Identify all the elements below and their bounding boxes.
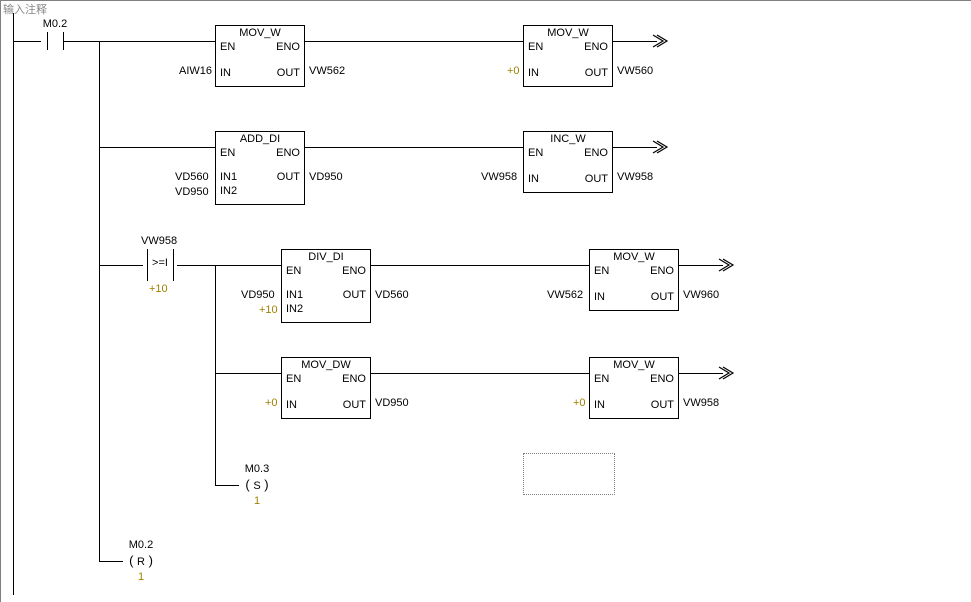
block-mov-w-3: MOV_W ENENO INOUT xyxy=(589,249,679,311)
block-mov-w-2: MOV_W ENENO INOUT xyxy=(523,25,613,87)
coil-set: ( S ) M0.3 1 xyxy=(239,477,275,495)
wire xyxy=(99,147,215,148)
wire xyxy=(371,373,589,374)
block-mov-w-1: MOV_W ENENO INOUT xyxy=(215,25,305,87)
block-div-di: DIV_DI ENENO IN1OUT IN2 xyxy=(281,249,371,323)
coil-reset: ( R ) M0.2 1 xyxy=(123,553,159,571)
wire xyxy=(215,485,239,486)
port-in: VW562 xyxy=(547,289,583,301)
wire-vertical-branch xyxy=(215,265,216,485)
port-out: VW958 xyxy=(683,397,719,409)
cmp-label-top: VW958 xyxy=(141,235,177,247)
port-out: VD560 xyxy=(375,289,409,301)
wire xyxy=(305,147,523,148)
terminator-icon xyxy=(717,365,735,381)
contact-label: M0.2 xyxy=(35,18,75,30)
left-power-rail xyxy=(13,13,14,595)
wire xyxy=(215,373,281,374)
port-out: VD950 xyxy=(375,397,409,409)
port-in: +0 xyxy=(573,397,586,409)
terminator-icon xyxy=(651,33,669,49)
port-out: VW958 xyxy=(617,171,653,183)
block-mov-w-4: MOV_W ENENO INOUT xyxy=(589,357,679,419)
block-add-di: ADD_DI ENENO IN1OUT IN2 xyxy=(215,131,305,205)
port-out: VW960 xyxy=(683,289,719,301)
wire xyxy=(63,41,215,42)
wire xyxy=(305,41,523,42)
port-in: +0 xyxy=(265,397,278,409)
block-mov-dw: MOV_DW ENENO INOUT xyxy=(281,357,371,419)
terminator-icon xyxy=(717,257,735,273)
port-in: VW958 xyxy=(481,171,517,183)
port-in: +0 xyxy=(507,65,520,77)
port-out: VW560 xyxy=(617,65,653,77)
wire-vertical-main xyxy=(99,41,100,561)
wire xyxy=(13,41,41,42)
port-in1: VD950 xyxy=(241,289,275,301)
wire xyxy=(99,561,123,562)
port-out: VD950 xyxy=(309,171,343,183)
compare-block: >=I xyxy=(143,249,177,281)
terminator-icon xyxy=(651,139,669,155)
port-in2: +10 xyxy=(259,304,278,316)
wire xyxy=(99,265,143,266)
port-in1: VD560 xyxy=(175,171,209,183)
port-in: AIW16 xyxy=(179,65,212,77)
ladder-canvas: 输入注释 M0.2 MOV_W ENENO INOUT AIW16 VW562 … xyxy=(0,0,971,602)
port-out: VW562 xyxy=(309,65,345,77)
wire xyxy=(177,265,281,266)
block-inc-w: INC_W ENENO INOUT xyxy=(523,131,613,193)
wire xyxy=(371,265,589,266)
placeholder-box xyxy=(523,453,615,495)
network-label: 输入注释 xyxy=(3,1,47,17)
port-in2: VD950 xyxy=(175,186,209,198)
cmp-label-bot: +10 xyxy=(149,283,168,295)
